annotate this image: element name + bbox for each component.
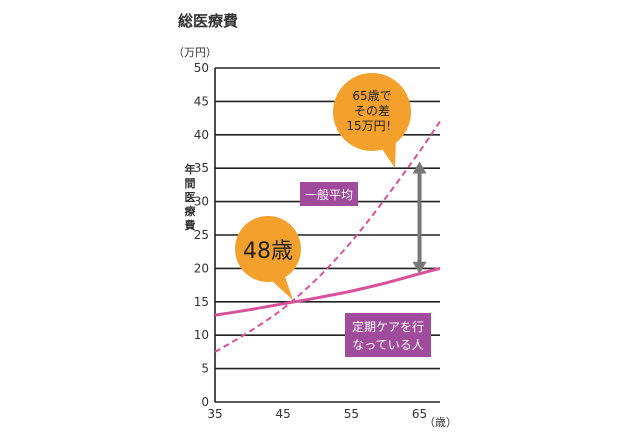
bubble-48-text: 48歳	[243, 239, 293, 264]
y-axis-title-char: 間	[185, 177, 196, 190]
y-axis-title-char: 医	[185, 191, 196, 204]
series-line-care	[214, 266, 441, 317]
bubble-65-text-line: 65歳で	[352, 89, 391, 103]
y-axis-title-char: 療	[185, 204, 197, 218]
difference-arrow-head-bottom	[412, 261, 427, 274]
x-tick-label: 55	[344, 407, 359, 421]
y-tick-label: 50	[194, 61, 209, 75]
y-axis-title-char: 年	[185, 162, 196, 176]
y-tick-label: 35	[194, 161, 209, 175]
difference-arrow-head-top	[412, 161, 427, 174]
x-tick-label: 65	[412, 407, 427, 421]
y-tick-label: 45	[194, 94, 209, 108]
chart-title: 総医療費	[178, 12, 238, 30]
bubble-65-text-line: その差	[354, 104, 390, 118]
series-line-average	[214, 120, 441, 353]
y-tick-label: 20	[194, 261, 209, 275]
x-tick-label: 45	[276, 407, 291, 421]
series-label-average: 一般平均	[305, 187, 353, 202]
series-label-care-line: 定期ケアを行	[352, 319, 424, 334]
series-label-care-line: なっている人	[352, 338, 423, 352]
y-unit-label: （万円）	[173, 46, 217, 59]
y-tick-label: 40	[194, 128, 209, 142]
y-tick-label: 10	[194, 328, 209, 342]
y-tick-label: 25	[194, 228, 209, 242]
series-label-box-average	[300, 182, 358, 206]
bubble-65-text-line: 15万円！	[346, 119, 397, 133]
y-tick-label: 15	[194, 295, 209, 309]
y-tick-label: 30	[194, 195, 209, 209]
x-unit-label: （歳）	[424, 416, 457, 429]
y-axis-title-char: 費	[184, 218, 196, 232]
y-tick-label: 0	[201, 395, 209, 409]
y-tick-label: 5	[201, 362, 209, 376]
x-tick-label: 35	[207, 407, 222, 421]
series-label-box-care	[345, 313, 431, 357]
bubble-65	[333, 73, 411, 151]
bubble-48	[235, 216, 301, 282]
